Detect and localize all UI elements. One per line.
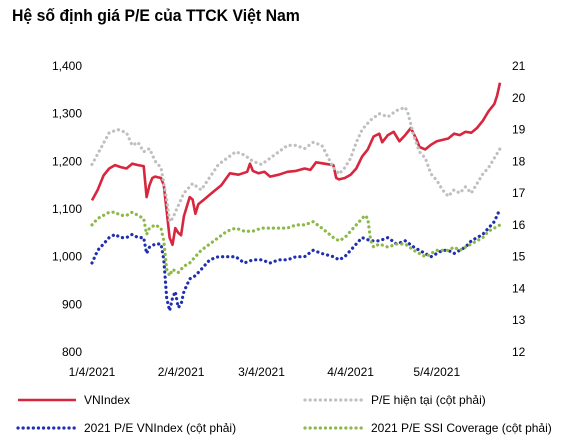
legend-label: P/E hiện tại (cột phải)	[371, 393, 486, 407]
y-left-tick-label: 1,400	[52, 59, 82, 73]
chart-title: Hệ số định giá P/E của TTCK Việt Nam	[12, 6, 300, 25]
y-right-tick-label: 15	[512, 250, 526, 264]
y-left-tick-label: 1,000	[52, 250, 82, 264]
legend-label: VNIndex	[84, 393, 130, 407]
x-tick-label: 2/4/2021	[158, 365, 205, 379]
y-left-tick-label: 1,200	[52, 154, 82, 168]
legend-label: 2021 P/E SSI Coverage (cột phải)	[371, 421, 552, 435]
y-right-tick-label: 13	[512, 313, 526, 327]
legend-label: 2021 P/E VNIndex (cột phải)	[84, 421, 236, 435]
y-left-tick-label: 1,300	[52, 107, 82, 121]
y-right-tick-label: 18	[512, 154, 526, 168]
x-tick-label: 3/4/2021	[238, 365, 285, 379]
y-right-tick-label: 19	[512, 123, 526, 137]
y-right-tick-label: 14	[512, 281, 526, 295]
series-line	[90, 207, 502, 313]
y-right-tick-label: 16	[512, 218, 526, 232]
x-tick-label: 1/4/2021	[69, 365, 116, 379]
series-line	[90, 105, 502, 224]
y-left-tick-label: 1,100	[52, 202, 82, 216]
x-tick-label: 4/4/2021	[327, 365, 374, 379]
y-left-tick-label: 800	[62, 345, 82, 359]
series-line	[90, 210, 502, 278]
y-right-tick-label: 21	[512, 59, 526, 73]
x-tick-label: 5/4/2021	[413, 365, 460, 379]
y-right-tick-label: 20	[512, 91, 526, 105]
y-right-tick-label: 17	[512, 186, 526, 200]
y-right-tick-label: 12	[512, 345, 526, 359]
series-line	[90, 82, 502, 247]
y-left-tick-label: 900	[62, 297, 82, 311]
